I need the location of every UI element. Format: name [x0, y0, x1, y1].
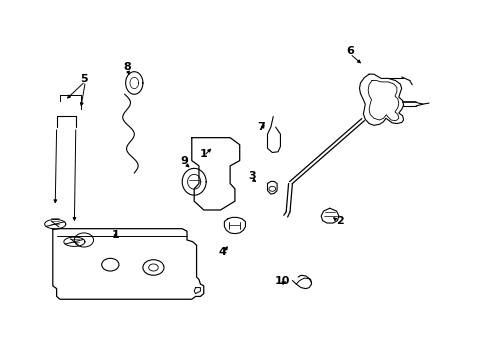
Text: 7: 7 [257, 122, 264, 132]
Text: 9: 9 [180, 156, 188, 166]
Text: 2: 2 [336, 216, 344, 226]
Text: 1: 1 [200, 149, 207, 158]
Text: 6: 6 [346, 46, 353, 56]
Text: 8: 8 [123, 62, 131, 72]
Text: 3: 3 [247, 171, 255, 181]
Text: 5: 5 [80, 75, 87, 85]
Text: 10: 10 [275, 275, 290, 285]
Text: 1: 1 [111, 230, 119, 240]
Text: 4: 4 [219, 247, 226, 257]
